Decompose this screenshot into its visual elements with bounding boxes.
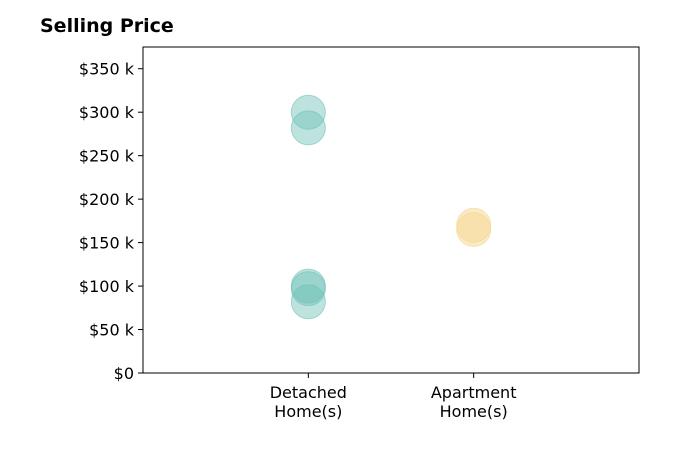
y-tick-label: $150 k (79, 234, 135, 253)
y-tick-label: $100 k (79, 277, 135, 296)
y-axis: $0 $50 k $100 k $150 k $200 k $250 k $300 k $35… (79, 60, 143, 383)
y-tick-label: $200 k (79, 190, 135, 209)
axes-frame (142, 46, 640, 374)
x-tick-label-line: Apartment (431, 383, 517, 402)
points-layer (290, 94, 492, 320)
x-tick-label-line: Home(s) (274, 402, 342, 421)
chart-title: Selling Price (40, 15, 174, 37)
data-point (290, 284, 326, 320)
data-point (290, 94, 326, 130)
x-axis: Detached Home(s)Apartment Home(s) (270, 373, 517, 421)
y-tick-label: $250 k (79, 147, 135, 166)
x-tick-label: Apartment Home(s) (431, 383, 517, 421)
x-tick-label: Detached Home(s) (270, 383, 347, 421)
y-tick-label: $50 k (89, 321, 135, 340)
y-tick-label: $0 (114, 364, 134, 383)
y-tick-label: $300 k (79, 103, 135, 122)
x-tick-label-line: Detached (270, 383, 347, 402)
data-point (290, 271, 326, 307)
y-tick-label: $350 k (79, 60, 135, 79)
x-tick-label-line: Home(s) (440, 402, 508, 421)
data-point (290, 110, 326, 146)
data-point (456, 212, 492, 248)
